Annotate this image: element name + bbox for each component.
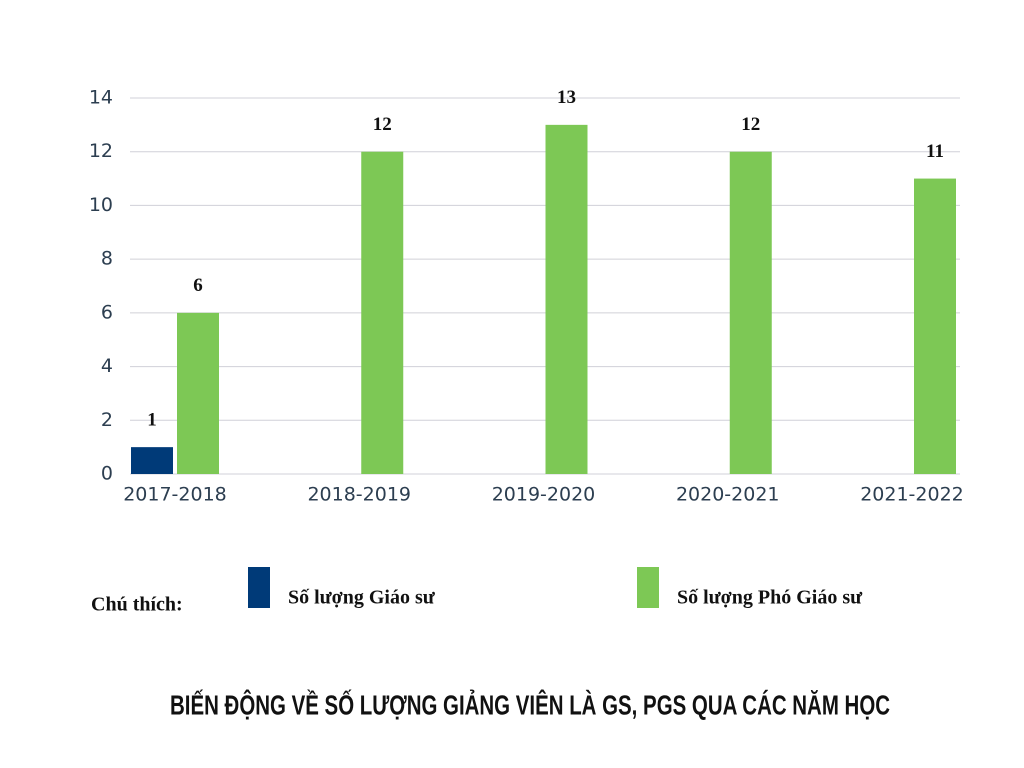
- y-tick-label: 8: [101, 248, 113, 270]
- x-tick-label: 2020-2021: [676, 484, 780, 506]
- bar: [177, 312, 219, 474]
- y-tick-label: 14: [89, 87, 113, 109]
- y-tick-label: 12: [89, 140, 113, 162]
- value-label: 12: [741, 114, 760, 135]
- y-tick-label: 0: [101, 463, 113, 485]
- legend-label: Số lượng Phó Giáo sư: [677, 587, 863, 609]
- y-tick-label: 4: [101, 355, 113, 377]
- bar: [729, 151, 772, 474]
- y-tick-label: 6: [101, 301, 113, 323]
- value-label: 11: [926, 141, 944, 162]
- legend-swatch: [637, 567, 659, 608]
- value-label: 1: [147, 410, 157, 431]
- y-tick-label: 2: [101, 409, 113, 431]
- bar: [131, 447, 173, 474]
- x-tick-label: 2019-2020: [492, 484, 596, 506]
- bar: [361, 151, 404, 474]
- chart-title: BIẾN ĐỘNG VỀ SỐ LƯỢNG GIẢNG VIÊN LÀ GS, …: [170, 688, 890, 720]
- value-label: 12: [373, 114, 392, 135]
- value-label: 13: [557, 87, 576, 108]
- legend-swatch: [248, 567, 270, 608]
- legend-title: Chú thích:: [91, 594, 183, 616]
- bar: [545, 124, 588, 474]
- x-tick-label: 2021-2022: [860, 484, 964, 506]
- value-label: 6: [193, 275, 203, 296]
- bar: [914, 178, 956, 475]
- x-tick-label: 2017-2018: [123, 484, 227, 506]
- x-tick-label: 2018-2019: [307, 484, 411, 506]
- legend-label: Số lượng Giáo sư: [288, 587, 436, 609]
- y-tick-label: 10: [89, 194, 113, 216]
